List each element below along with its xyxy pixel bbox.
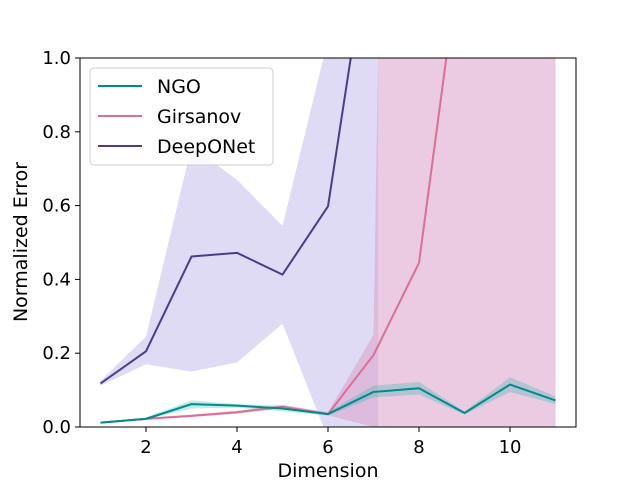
x-axis: 2 4 6 8 10 xyxy=(140,427,521,458)
legend-label-ngo: NGO xyxy=(157,76,201,98)
y-tick-label: 0.0 xyxy=(42,417,71,438)
x-axis-label: Dimension xyxy=(278,460,379,480)
band-deeponet xyxy=(100,58,379,427)
x-tick-label: 10 xyxy=(499,437,522,458)
y-axis: 0.0 0.2 0.4 0.6 0.8 1.0 xyxy=(42,48,80,438)
legend: NGO Girsanov DeepONet xyxy=(89,67,274,166)
line-girsanov xyxy=(100,58,448,424)
y-tick-label: 0.2 xyxy=(42,343,71,364)
x-tick-label: 8 xyxy=(413,437,424,458)
line-deeponet xyxy=(99,58,352,385)
y-tick-label: 0.8 xyxy=(42,122,71,143)
series-lines xyxy=(99,58,556,424)
legend-label-deeponet: DeepONet xyxy=(157,136,255,158)
band-girsanov xyxy=(100,58,556,427)
y-tick-label: 0.6 xyxy=(42,196,71,217)
y-axis-label: Normalized Error xyxy=(10,162,32,322)
y-tick-label: 0.4 xyxy=(42,269,71,290)
legend-label-girsanov: Girsanov xyxy=(157,106,241,128)
x-tick-label: 4 xyxy=(231,437,242,458)
x-tick-label: 6 xyxy=(322,437,333,458)
legend-box xyxy=(89,67,274,166)
x-tick-label: 2 xyxy=(140,437,151,458)
y-tick-label: 1.0 xyxy=(42,48,71,69)
line-ngo xyxy=(100,383,556,424)
